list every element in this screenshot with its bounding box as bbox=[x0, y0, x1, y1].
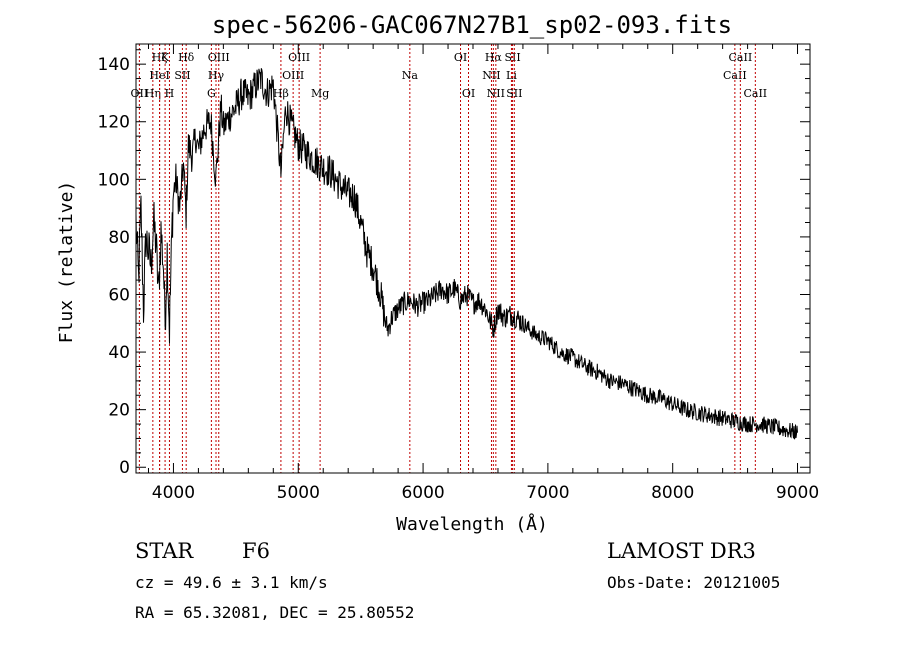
x-tick-label: 8000 bbox=[651, 483, 694, 503]
line-marker-label: H bbox=[165, 87, 175, 100]
line-marker-label: HeI bbox=[149, 69, 169, 82]
x-tick-label: 6000 bbox=[401, 483, 444, 503]
line-marker-label: Hδ bbox=[178, 51, 195, 64]
line-marker-label: NII bbox=[482, 69, 500, 82]
line-marker-label: SII bbox=[504, 51, 520, 64]
line-marker-label: OII bbox=[131, 87, 149, 100]
line-marker-label: CaII bbox=[743, 87, 767, 100]
line-marker-label: OIII bbox=[208, 51, 230, 64]
y-axis-label: Flux (relative) bbox=[56, 181, 77, 344]
line-marker-label: Hη bbox=[145, 87, 161, 100]
x-tick-label: 7000 bbox=[526, 483, 569, 503]
y-tick-label: 100 bbox=[98, 170, 130, 190]
x-tick-label: 4000 bbox=[152, 483, 195, 503]
line-marker-label: SII bbox=[506, 87, 522, 100]
x-axis: 4000 5000 6000 7000 8000 9000 bbox=[147, 44, 819, 503]
line-marker-label: G bbox=[207, 87, 216, 100]
object-subclass: F6 bbox=[242, 539, 270, 563]
y-tick-label: 80 bbox=[108, 228, 130, 248]
line-marker-label: Li bbox=[506, 69, 517, 82]
line-marker-label: Na bbox=[402, 69, 419, 82]
line-marker-label: K bbox=[161, 51, 170, 64]
y-tick-label: 60 bbox=[108, 285, 130, 305]
line-marker-label: Hβ bbox=[273, 87, 289, 100]
line-marker-label: OIII bbox=[282, 69, 304, 82]
y-tick-label: 120 bbox=[98, 113, 130, 133]
line-marker-label: CaII bbox=[723, 69, 747, 82]
coords-text: RA = 65.32081, DEC = 25.80552 bbox=[135, 603, 415, 622]
line-marker-label: OI bbox=[454, 51, 467, 64]
object-class: STAR bbox=[135, 539, 194, 563]
line-marker-label: OIII bbox=[288, 51, 310, 64]
line-marker-label: Hα bbox=[485, 51, 503, 64]
y-tick-label: 20 bbox=[108, 401, 130, 421]
redshift-text: cz = 49.6 ± 3.1 km/s bbox=[135, 573, 328, 592]
x-tick-label: 5000 bbox=[277, 483, 320, 503]
y-axis: 0 20 40 60 80 100 120 140 bbox=[98, 49, 810, 478]
spectrum-series bbox=[135, 68, 798, 440]
line-markers: OIIHηHζHeIKHSIIHδGHγOIIIHβOIIIOIIIMgNaOI… bbox=[131, 44, 767, 473]
chart-title: spec-56206-GAC067N27B1_sp02-093.fits bbox=[212, 11, 732, 39]
line-marker-label: Mg bbox=[311, 87, 329, 100]
y-tick-label: 40 bbox=[108, 343, 130, 363]
x-tick-label: 9000 bbox=[776, 483, 819, 503]
line-marker-label: CaII bbox=[729, 51, 753, 64]
line-marker-label: SII bbox=[174, 69, 190, 82]
y-tick-label: 140 bbox=[98, 55, 130, 75]
obs-date-text: Obs-Date: 20121005 bbox=[607, 573, 781, 592]
line-marker-label: Hγ bbox=[208, 69, 225, 82]
line-marker-label: OI bbox=[462, 87, 475, 100]
line-marker-label: NII bbox=[487, 87, 505, 100]
x-axis-label: Wavelength (Å) bbox=[396, 513, 548, 535]
spectrum-line bbox=[135, 68, 798, 440]
survey-label: LAMOST DR3 bbox=[607, 539, 756, 563]
y-tick-label: 0 bbox=[119, 458, 130, 478]
